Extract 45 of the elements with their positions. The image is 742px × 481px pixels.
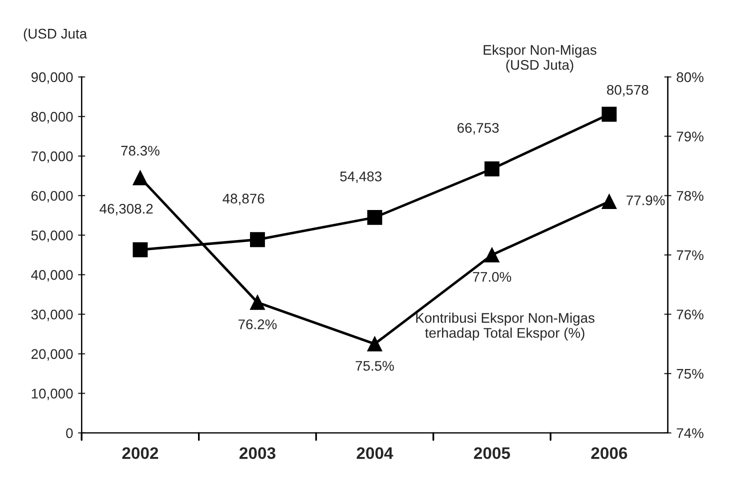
data-label: 48,876 xyxy=(222,194,264,206)
y2-tick-label: 78% xyxy=(676,190,704,201)
point xyxy=(250,294,265,310)
point xyxy=(602,194,617,210)
y-tick-label: 60,000 xyxy=(32,190,73,202)
y2-tick-label: 80% xyxy=(676,72,704,82)
x-tick-label: 2006 xyxy=(591,447,628,460)
y-tick-label: 40,000 xyxy=(31,270,73,282)
data-label: 76.2% xyxy=(238,319,277,330)
point xyxy=(132,242,148,258)
x-tick-label: 2004 xyxy=(356,447,394,460)
data-label: 54,483 xyxy=(340,172,382,183)
x-tick-label: 2005 xyxy=(474,447,510,460)
x-tick-label: 2002 xyxy=(122,447,158,460)
series-label: Kontribusi Ekspor Non-Migas terhadap Total Ekspor (%) xyxy=(416,312,594,341)
y2-tick-label: 77% xyxy=(676,250,704,260)
point xyxy=(484,161,500,176)
y-tick-label: 70,000 xyxy=(32,151,73,163)
point xyxy=(602,106,617,122)
data-label: 46,308.2 xyxy=(100,204,153,216)
point xyxy=(250,232,265,248)
y2-tick-label: 75% xyxy=(676,368,704,379)
data-label: 75.5% xyxy=(356,361,394,371)
y-tick-label: 20,000 xyxy=(32,349,73,361)
data-label: 66,753 xyxy=(458,122,499,134)
y2-tick-label: 79% xyxy=(676,132,704,142)
text: Ekspor Non-Migas (USD Juta) xyxy=(484,44,596,73)
y-tick-label: 50,000 xyxy=(31,230,73,242)
y-axis-title: (USD Juta xyxy=(24,28,88,42)
data-label: 77.0% xyxy=(472,272,512,282)
y2-tick-label: 76% xyxy=(676,310,704,320)
point xyxy=(484,247,500,262)
data-label: 80,578 xyxy=(607,84,648,96)
y-tick-label: 0 xyxy=(66,428,73,438)
data-label: 77.9% xyxy=(626,195,665,206)
point xyxy=(132,170,148,186)
point xyxy=(367,210,382,225)
y-tick-label: 90,000 xyxy=(31,72,73,84)
x-tick-label: 2003 xyxy=(240,447,276,460)
y-tick-label: 30,000 xyxy=(31,310,73,322)
y-tick-label: 10,000 xyxy=(32,388,73,400)
data-label: 78.3% xyxy=(121,146,160,156)
y2-tick-label: 74% xyxy=(676,428,704,438)
y-tick-label: 80,000 xyxy=(31,112,73,124)
point xyxy=(367,336,382,352)
